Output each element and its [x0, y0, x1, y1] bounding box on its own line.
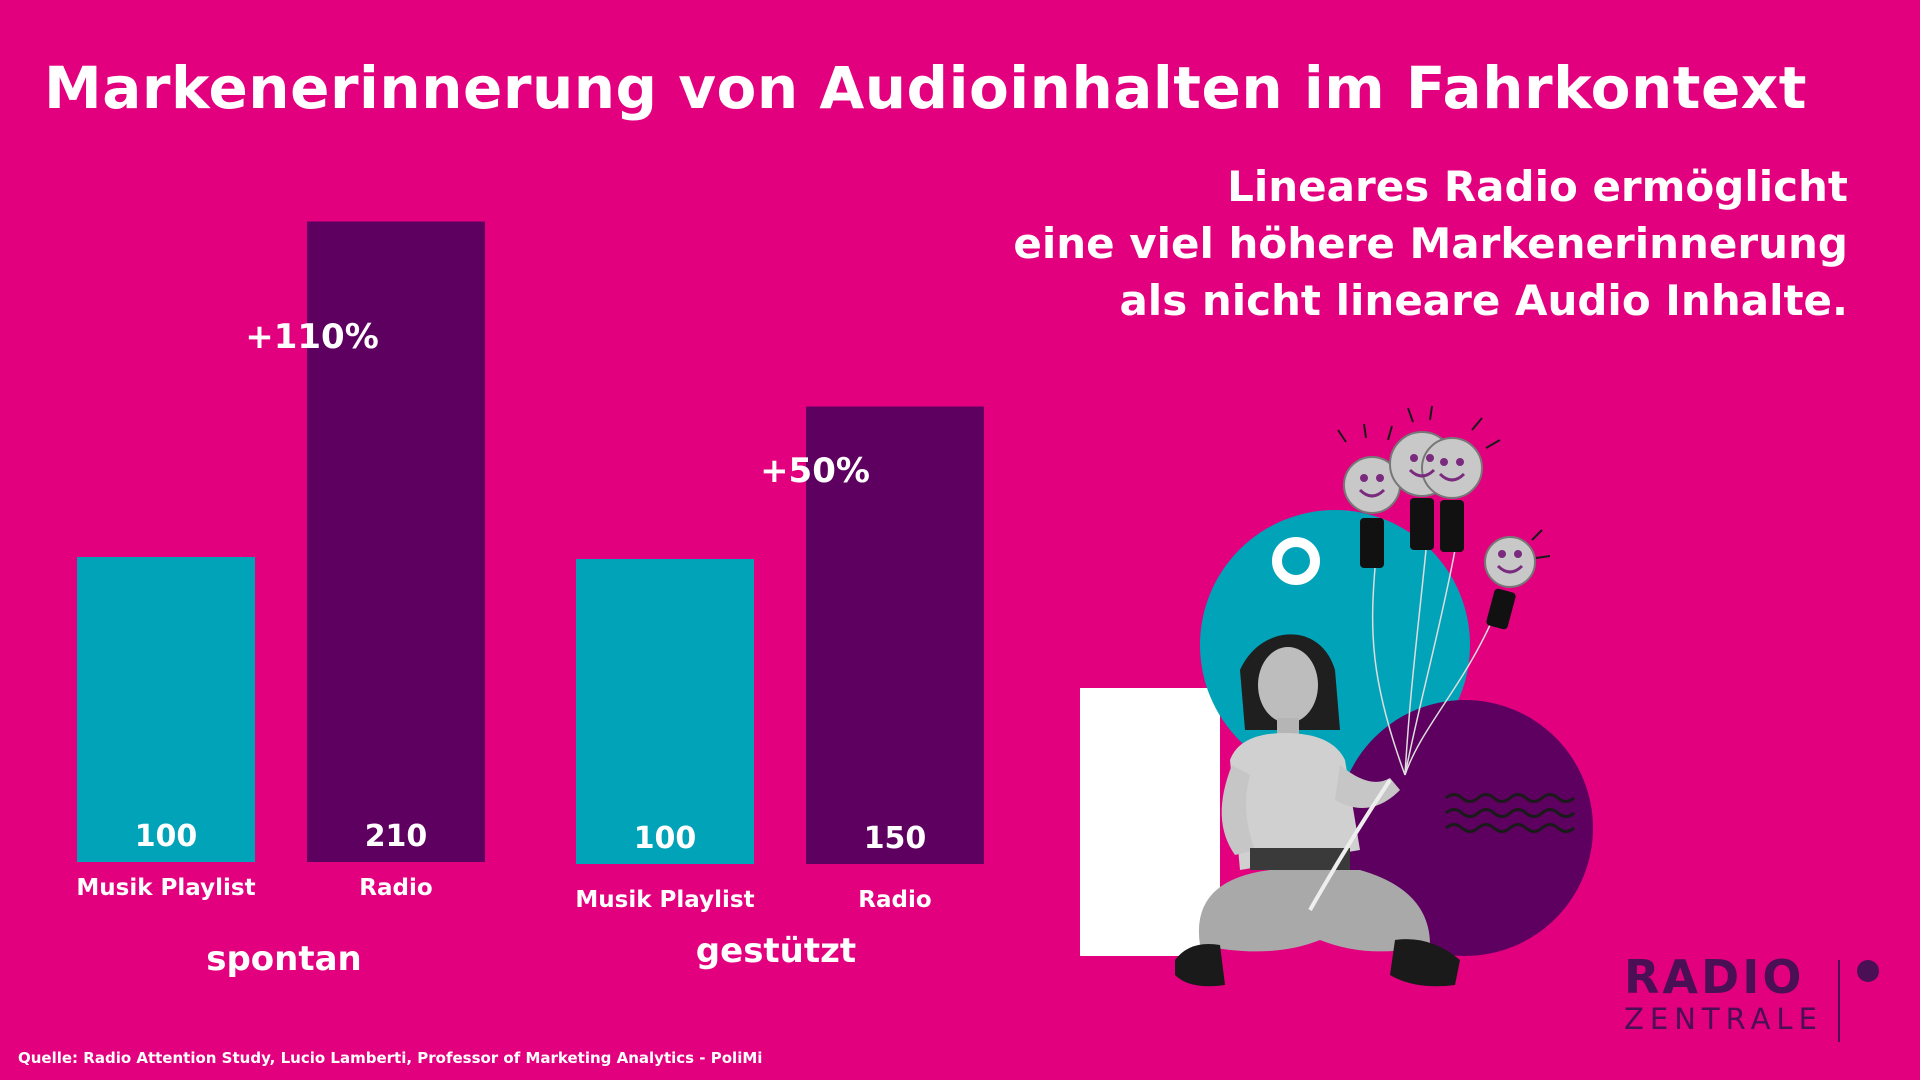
bar-value-label: 210 — [365, 819, 428, 854]
illustration — [1080, 405, 1593, 987]
source-note: Quelle: Radio Attention Study, Lucio Lam… — [18, 1049, 763, 1067]
bar-value-label: 100 — [135, 819, 198, 854]
subtitle: Lineares Radio ermöglicht eine viel höhe… — [848, 158, 1848, 329]
subtitle-line-1: Lineares Radio ermöglicht — [1227, 162, 1848, 211]
woman-sitting-photo-icon — [1175, 634, 1460, 987]
subtitle-line-3: als nicht lineare Audio Inhalte. — [1119, 276, 1848, 325]
category-label: Radio — [858, 887, 931, 913]
subtitle-line-2: eine viel höhere Markenerinnerung — [1013, 219, 1848, 268]
balloon-strings-icon — [1371, 549, 1491, 776]
bar-0-1 — [307, 221, 485, 862]
white-rectangle-icon — [1080, 688, 1220, 956]
group-label: spontan — [206, 939, 362, 979]
bar-0-0 — [77, 557, 255, 862]
growth-annotation: +50% — [760, 451, 870, 491]
smiling-lightbulb-balloon-icon — [1337, 405, 1551, 630]
bar-value-label: 150 — [864, 821, 927, 856]
white-ring-icon — [1272, 537, 1320, 585]
wave-lines-icon — [1445, 793, 1575, 833]
radio-zentrale-logo: RADIO ZENTRALE — [1620, 950, 1900, 1050]
bar-1-0 — [576, 559, 754, 864]
logo-divider — [1838, 960, 1840, 1042]
bar-value-label: 100 — [634, 821, 697, 856]
logo-text-zentrale: ZENTRALE — [1624, 1002, 1823, 1036]
category-label: Musik Playlist — [575, 887, 754, 913]
category-label: Radio — [359, 875, 432, 901]
bar-chart: 100 Musik Playlist 210 Radio +110% spontan 100… — [76, 221, 984, 979]
logo-text-radio: RADIO — [1624, 950, 1805, 1004]
page-title: Markenerinnerung von Audioinhalten im Fa… — [44, 54, 1807, 122]
growth-annotation: +110% — [245, 317, 379, 357]
group-label: gestützt — [696, 931, 856, 971]
bar-1-1 — [806, 406, 984, 864]
category-label: Musik Playlist — [76, 875, 255, 901]
logo-dot-icon — [1857, 960, 1879, 982]
